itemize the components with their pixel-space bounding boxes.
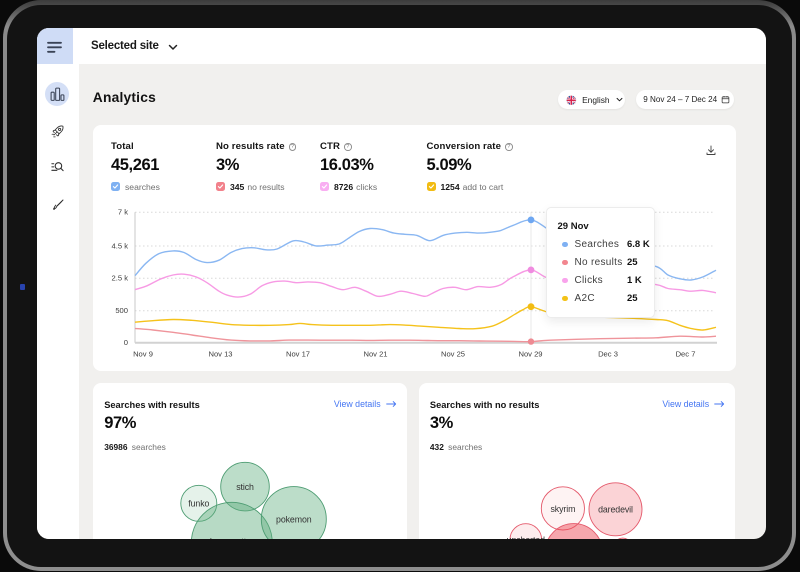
svg-text:funko: funko <box>188 498 209 508</box>
svg-text:Nov 29: Nov 29 <box>518 349 542 358</box>
svg-text:pokemon: pokemon <box>276 514 312 524</box>
svg-text:skyrim: skyrim <box>550 503 575 513</box>
svg-text:2.5 k: 2.5 k <box>112 273 129 282</box>
svg-text:4.5 k: 4.5 k <box>112 241 129 250</box>
svg-text:Nov 21: Nov 21 <box>363 349 387 358</box>
svg-text:Dec 7: Dec 7 <box>676 349 696 358</box>
svg-text:harry potter: harry potter <box>210 536 254 538</box>
svg-text:Nov 9: Nov 9 <box>133 349 153 358</box>
svg-text:Nov 25: Nov 25 <box>441 349 465 358</box>
svg-text:7 k: 7 k <box>118 207 128 216</box>
svg-text:Dec 3: Dec 3 <box>598 349 618 358</box>
svg-text:Nov 13: Nov 13 <box>208 349 232 358</box>
svg-text:uncharted: uncharted <box>506 534 544 538</box>
svg-text:0: 0 <box>124 338 128 347</box>
svg-text:500: 500 <box>115 306 128 315</box>
svg-text:daredevil: daredevil <box>598 504 633 514</box>
svg-text:stich: stich <box>236 482 254 492</box>
svg-text:Nov 17: Nov 17 <box>286 349 310 358</box>
